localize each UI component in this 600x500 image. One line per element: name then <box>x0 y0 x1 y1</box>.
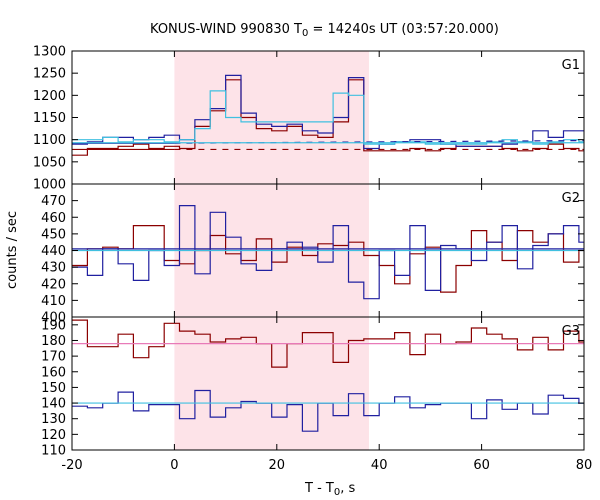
series-line <box>72 319 584 368</box>
y-tick-label: 130 <box>41 412 66 427</box>
y-tick-label: 430 <box>41 261 66 276</box>
y-tick-label: 450 <box>41 227 66 242</box>
y-tick-label: 110 <box>41 444 66 459</box>
x-tick-label: 20 <box>269 458 286 473</box>
series-line <box>72 389 584 432</box>
y-tick-label: 1050 <box>33 155 66 170</box>
panel-g1: 1000 1050 1100 1150 1200 1250 1300 G1 <box>33 45 585 193</box>
y-tick-label: 170 <box>41 350 66 365</box>
y-tick-label: 410 <box>41 294 66 309</box>
y-tick-label: 1250 <box>33 67 66 82</box>
y-tick-label: 120 <box>41 428 66 443</box>
y-tick-label: 190 <box>41 318 66 333</box>
y-tick-label: 460 <box>41 211 66 226</box>
panel-label: G3 <box>562 324 580 339</box>
fit-line-dashed <box>174 139 585 144</box>
y-tick-label: 440 <box>41 244 66 259</box>
x-tick-label: 40 <box>371 458 388 473</box>
highlight-interval <box>174 317 369 450</box>
x-tick-label: 60 <box>473 458 490 473</box>
chart-title: KONUS-WIND 990830 T0 = 14240s UT (03:57:… <box>150 22 499 39</box>
y-axis-label: counts / sec <box>5 211 20 289</box>
y-tick-label: 1300 <box>33 45 66 60</box>
y-tick-label: 420 <box>41 277 66 292</box>
panel-frame <box>71 316 585 451</box>
series-line <box>72 79 584 156</box>
x-tick-label: -20 <box>61 458 82 473</box>
panel-label: G1 <box>562 58 580 73</box>
x-tick-label: 0 <box>170 458 178 473</box>
panel-label: G2 <box>562 191 580 206</box>
y-tick-label: 150 <box>41 381 66 396</box>
y-tick-label: 140 <box>41 397 66 412</box>
y-tick-label: 1150 <box>33 111 66 126</box>
y-tick-label: 180 <box>41 334 66 349</box>
series-line <box>72 74 584 150</box>
y-tick-label: 1100 <box>33 133 66 148</box>
y-tick-label: 1200 <box>33 89 66 104</box>
chart-panels: 1000105011001150120012501300G14004104204… <box>33 45 592 474</box>
series-line <box>72 205 584 300</box>
series-line <box>72 90 584 145</box>
y-tick-label: 1000 <box>33 178 66 193</box>
x-axis-label: T - T0, s <box>304 481 355 498</box>
y-tick-label: 160 <box>41 365 66 380</box>
y-tick-label: 400 <box>41 311 66 326</box>
x-tick-label: 80 <box>576 458 593 473</box>
y-tick-label: 470 <box>41 194 66 209</box>
